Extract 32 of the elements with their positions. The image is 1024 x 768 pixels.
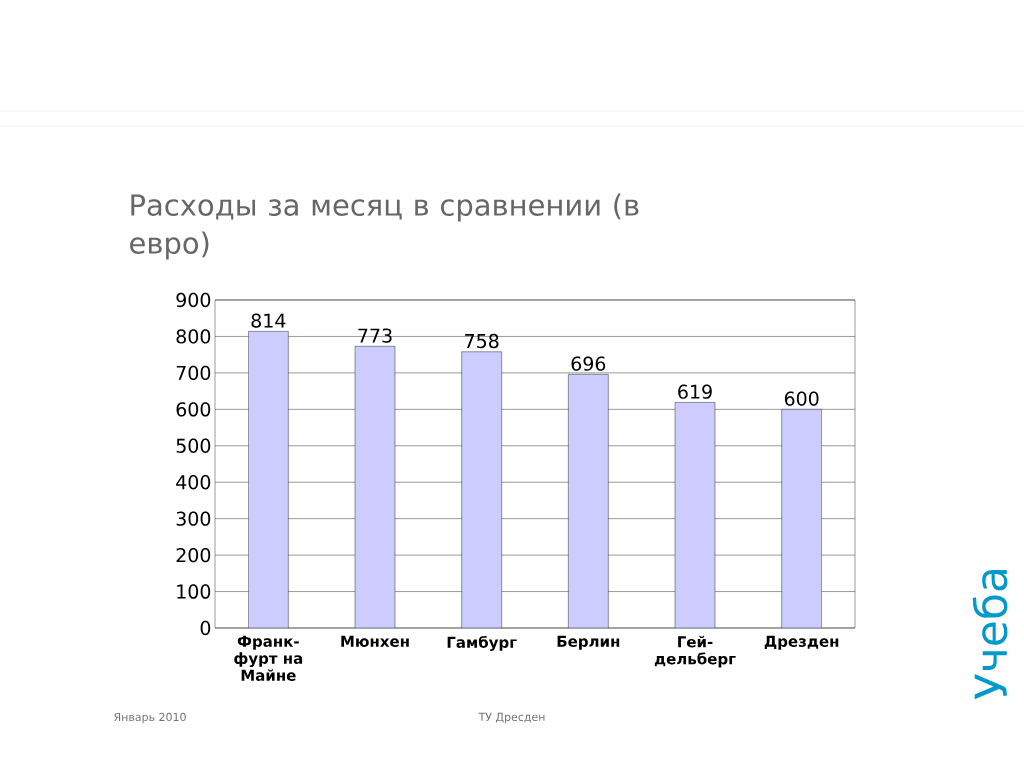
x-tick-label: Берлин <box>557 635 620 650</box>
bar <box>674 402 716 628</box>
text: Январь 2010 <box>114 712 186 724</box>
data-label: 814 <box>251 313 286 328</box>
bar <box>568 374 609 628</box>
x-tick-label: Мюнхен <box>341 635 409 647</box>
y-tick-label: 300 <box>176 511 211 526</box>
bar <box>461 351 502 628</box>
text: Учеба <box>972 570 1008 700</box>
data-label: 773 <box>358 328 392 343</box>
bar <box>248 331 289 628</box>
x-tick-label: Дрезден <box>764 635 839 650</box>
y-tick-label: 700 <box>176 365 211 381</box>
data-label: 600 <box>784 391 819 406</box>
data-label: 758 <box>465 333 499 349</box>
y-tick-label: 600 <box>176 402 211 417</box>
y-tick-label: 0 <box>200 620 211 636</box>
bar <box>354 346 396 628</box>
x-tick-label: Франк-фурт на Майне <box>234 635 303 681</box>
text: ТУ Дресден <box>478 712 545 724</box>
bar <box>781 409 822 628</box>
y-tick-label: 200 <box>176 547 211 563</box>
x-tick-label: Гей-дельберг <box>654 635 736 668</box>
data-label: 619 <box>678 384 712 399</box>
data-label: 696 <box>571 356 606 371</box>
y-tick-label: 500 <box>176 438 211 453</box>
x-tick-label: Гамбург <box>447 635 517 651</box>
y-tick-label: 400 <box>176 475 211 490</box>
y-tick-label: 100 <box>177 584 211 599</box>
y-tick-label: 900 <box>176 292 211 308</box>
chart-title: Расходы за месяц в сравнении (в евро) <box>130 193 639 260</box>
y-tick-label: 800 <box>176 329 211 344</box>
